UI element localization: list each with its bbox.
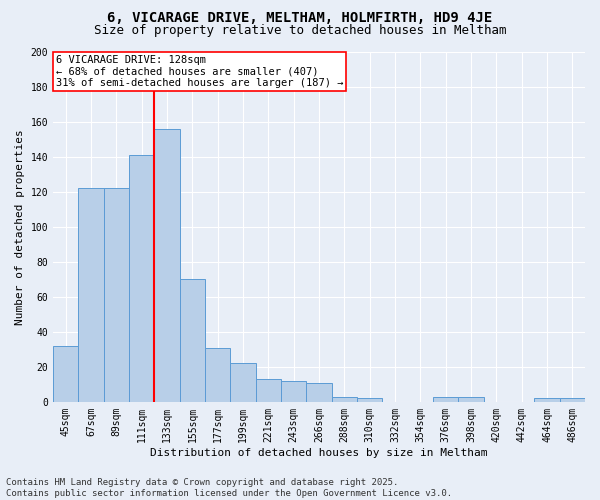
Text: 6 VICARAGE DRIVE: 128sqm
← 68% of detached houses are smaller (407)
31% of semi-: 6 VICARAGE DRIVE: 128sqm ← 68% of detach…: [56, 55, 343, 88]
Bar: [307, 382, 332, 402]
Text: Size of property relative to detached houses in Meltham: Size of property relative to detached ho…: [94, 24, 506, 37]
Bar: [79, 188, 104, 402]
Bar: [154, 128, 179, 402]
Y-axis label: Number of detached properties: Number of detached properties: [15, 129, 25, 324]
Bar: [560, 398, 585, 402]
Bar: [205, 348, 230, 402]
Bar: [104, 188, 129, 402]
Text: Contains HM Land Registry data © Crown copyright and database right 2025.
Contai: Contains HM Land Registry data © Crown c…: [6, 478, 452, 498]
Bar: [256, 379, 281, 402]
Bar: [281, 381, 307, 402]
Bar: [179, 279, 205, 402]
Bar: [458, 396, 484, 402]
Bar: [357, 398, 382, 402]
Bar: [332, 396, 357, 402]
Text: 6, VICARAGE DRIVE, MELTHAM, HOLMFIRTH, HD9 4JE: 6, VICARAGE DRIVE, MELTHAM, HOLMFIRTH, H…: [107, 11, 493, 25]
Bar: [53, 346, 79, 402]
X-axis label: Distribution of detached houses by size in Meltham: Distribution of detached houses by size …: [150, 448, 488, 458]
Bar: [433, 396, 458, 402]
Bar: [230, 364, 256, 402]
Bar: [129, 155, 154, 402]
Bar: [535, 398, 560, 402]
